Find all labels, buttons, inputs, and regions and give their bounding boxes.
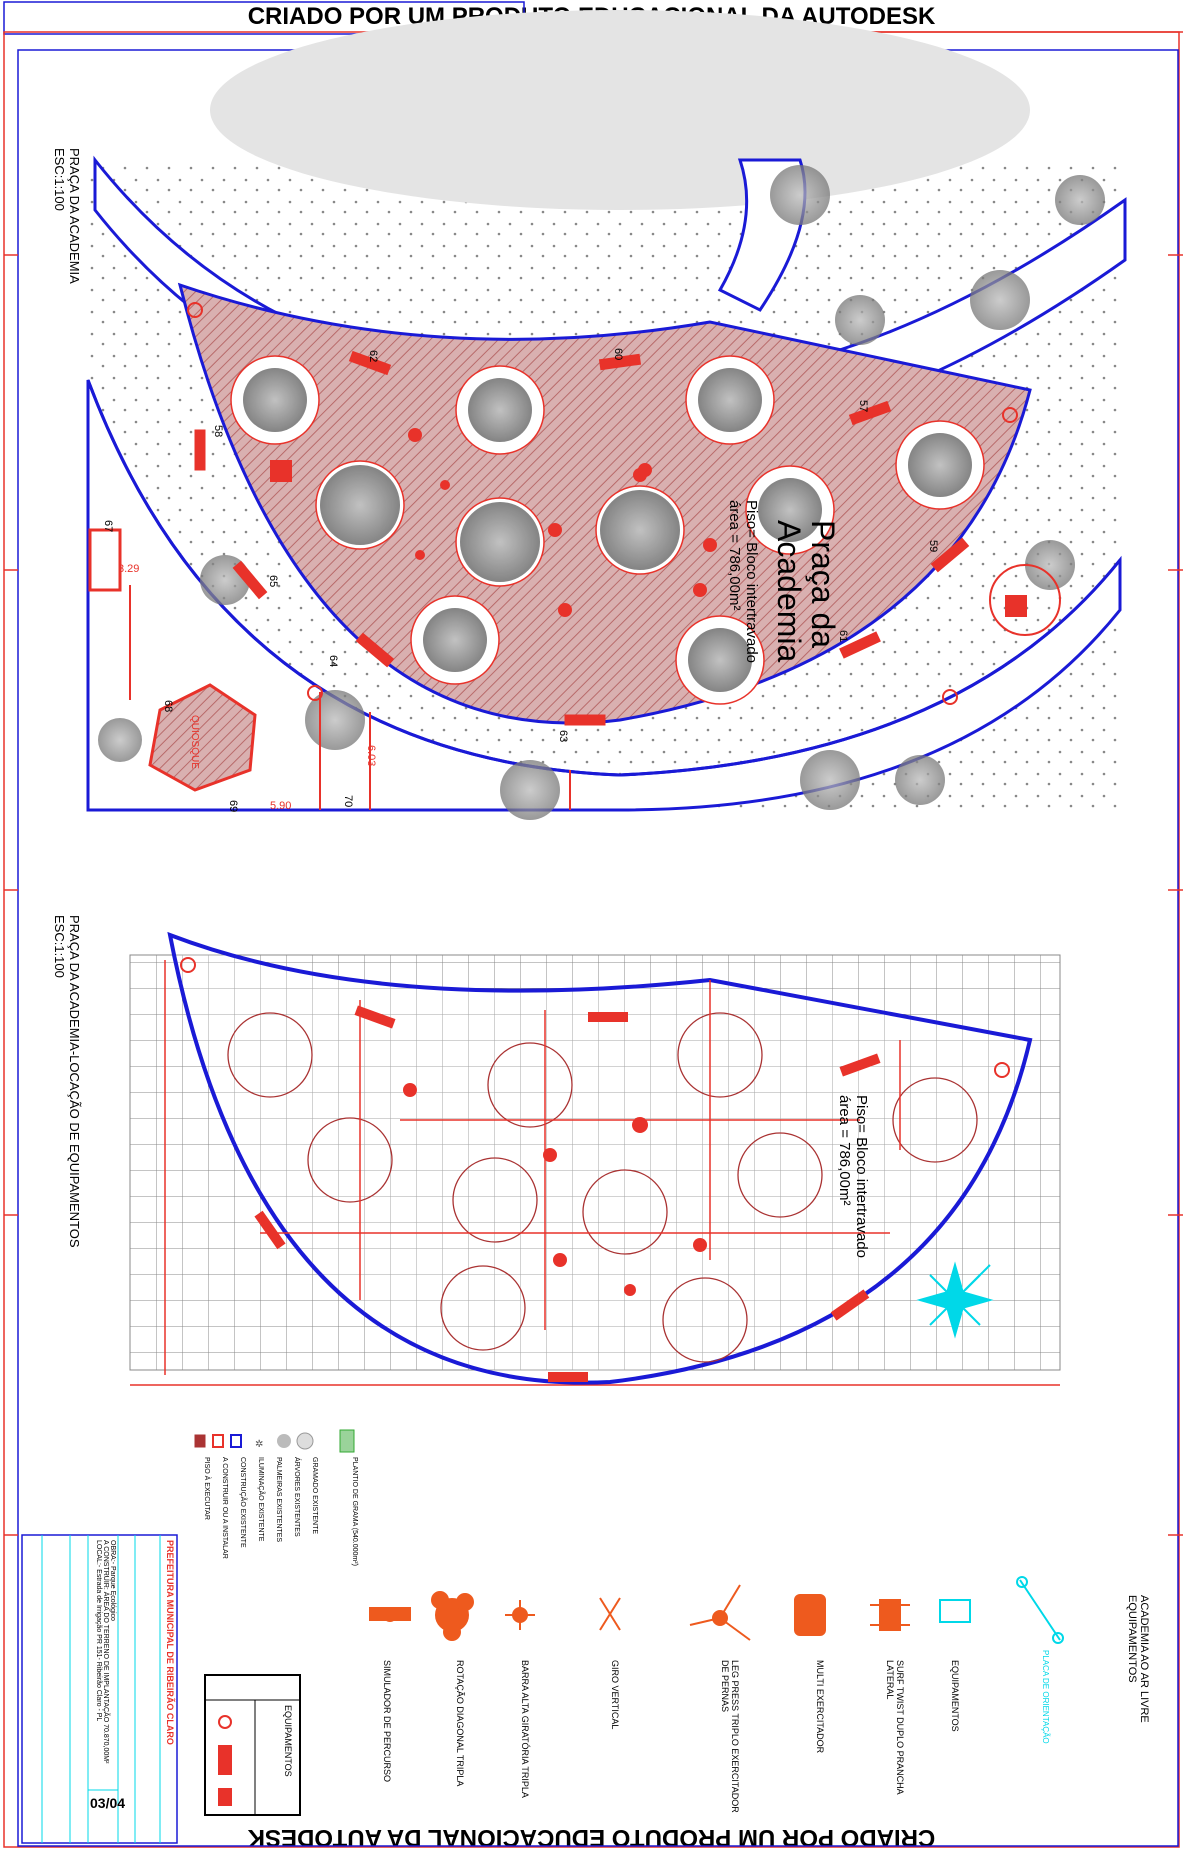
dim-label-1: 3.29 (118, 563, 140, 575)
bench-number: 62 (367, 350, 379, 362)
sheet-number: 03/04 (90, 1795, 126, 1811)
equipment-table-title: EQUIPAMENTOS (283, 1705, 293, 1777)
bench-number: 65 (267, 575, 279, 587)
bench-number: 58 (212, 425, 224, 437)
bench-number: 67 (102, 520, 114, 532)
north-arrow (916, 1261, 994, 1339)
plan-2-title: PRAÇA DA ACADEMIA-LOCAÇÃO DE EQUIPAMENTO… (52, 915, 82, 1248)
bench-number: 60 (612, 348, 624, 360)
plan-1-area-name: Praça da Academia (771, 520, 841, 663)
legend-item: A CONSTRUIR OU A INSTALAR (221, 1457, 228, 1559)
plan-1-floor-info: Piso= Bloco intertravado área = 786,00m² (726, 500, 760, 664)
legend-item: PALMEIRAS EXISTENTES (275, 1457, 282, 1543)
kiosk-label: QUIOSQUE (189, 715, 200, 769)
equipment-label: EQUIPAMENTOS (950, 1660, 960, 1732)
equipment-label: ROTAÇÃO DIAGONAL TRIPLA (455, 1660, 465, 1787)
plan-2-grid (129, 931, 1061, 1386)
bench-number: 61 (837, 630, 849, 642)
legend-item: PISO À EXECUTAR (203, 1457, 210, 1520)
bench-number: 69 (227, 800, 239, 812)
equipment-label: LEG PRESS TRIPLO EXERCITADOR DE PERNAS (720, 1660, 740, 1813)
legend-item: CONSTRUÇÃO EXISTENTE (239, 1457, 246, 1548)
bench-number: 68 (162, 700, 174, 712)
plan-2-floor-info: Piso= Bloco intertravado área = 786,00m² (836, 1095, 870, 1259)
bench-number: 57 (857, 400, 869, 412)
title-works: OBRA:- Parque Ecológico A CONSTRUIR: ÁREA… (95, 1540, 116, 1764)
plan-1-title: PRAÇA DA ACADEMIA ESC:1:100 (52, 148, 82, 284)
equipment-label: BARRA ALTA GIRATÓRIA TRIPLA (520, 1660, 530, 1798)
plan-1-site (86, 10, 1127, 820)
legend-item: ÁRVORES EXISTENTES (293, 1457, 300, 1537)
bench-number: 64 (327, 655, 339, 667)
title-block (21, 1534, 178, 1844)
legend-item: ILUMINAÇÃO EXISTENTE (257, 1457, 264, 1542)
dim-label-2: 5.90 (270, 800, 292, 812)
svg-text:✲: ✲ (255, 1439, 263, 1450)
legend-item: GRAMADO EXISTENTE (311, 1457, 318, 1535)
equipment-label: SURF TWIST DUPLO PRANCHA LATERAL (885, 1660, 905, 1795)
equipment-label: PLACA DE ORIENTAÇÃO (1041, 1650, 1050, 1744)
equipment-label: GIRO VERTICAL (610, 1660, 620, 1730)
equipment-heading: ACADEMIA AO AR LIVRE EQUIPAMENTOS (1126, 1595, 1150, 1723)
equipment-table (204, 1674, 301, 1816)
bench-number: 59 (927, 540, 939, 552)
equipment-icons (369, 1576, 1064, 1644)
equipment-label: SIMULADOR DE PERCURSO (382, 1660, 392, 1783)
bench-number: 63 (557, 730, 569, 742)
legend-symbols: ✲ (194, 1429, 355, 1453)
legend-item: PLANTIO DE GRAMA (540.000m²) (351, 1457, 358, 1566)
kiosk (148, 683, 257, 792)
bench-number: 70 (342, 795, 354, 807)
dim-label-3: 6.03 (365, 745, 377, 767)
equipment-label: MULTI EXERCITADOR (815, 1660, 825, 1754)
title-org: PREFEITURA MUNICIPAL DE RIBEIRÃO CLARO (165, 1540, 175, 1745)
